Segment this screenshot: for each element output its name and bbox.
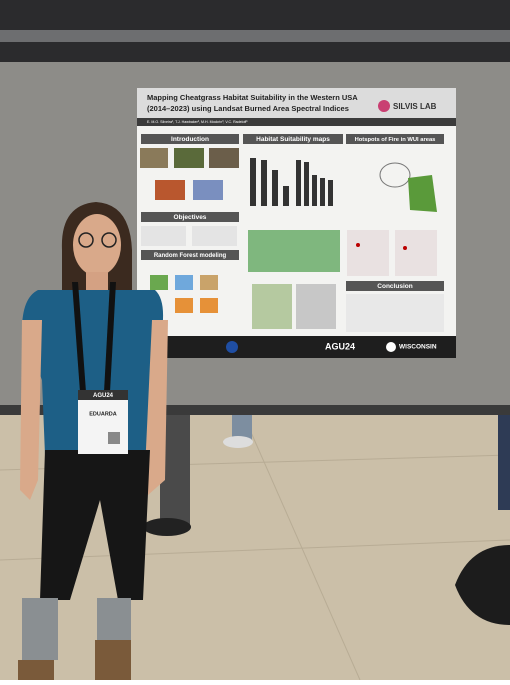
lanyard [72,282,86,392]
chart-bar [272,170,278,206]
rf-map [200,275,218,290]
poster-title: Mapping Cheatgrass Habitat Suitability i… [147,93,358,102]
bystander-shoe [223,436,253,448]
uw-logo [386,342,396,352]
section-header [243,134,343,144]
chart-bar [296,160,301,206]
badge-event: AGU24 [93,393,114,399]
floor-line [0,539,510,561]
bystander-shoe [143,518,191,536]
chart-bar [328,180,333,206]
rf-map [175,275,193,290]
objective-box [192,226,237,246]
boot [95,640,131,680]
neck [86,272,108,290]
board-base [0,405,510,415]
footer-university: WISCONSIN [399,344,437,351]
section-title: Hotspots of Fire in WUI areas [355,137,436,143]
section-header [141,212,239,222]
backpack [455,545,510,625]
badge-name: EDUARDA [89,411,117,417]
diagram-circle [379,162,411,188]
badge-qr [108,432,120,444]
poster-logo: SILVIS LAB [393,102,437,111]
section-title: Objectives [174,214,207,221]
rf-map [200,298,218,313]
floor-line [249,429,361,681]
section-title: Random Forest modeling [154,253,227,259]
lanyard [104,282,116,392]
leg-warmer [22,598,58,660]
arm [20,320,42,500]
pants [40,450,150,600]
section-header [346,281,444,291]
poster-footer [137,336,456,358]
logo-icon [378,100,390,112]
presence-map [252,284,292,329]
habitat-maps [248,230,340,272]
intro-photo [209,148,239,168]
intro-photo [155,180,185,200]
intro-photo [193,180,223,200]
glasses [101,232,117,248]
author-bar [137,118,456,126]
section-title: Introduction [171,136,209,143]
face [73,214,121,276]
intro-photo [140,148,168,168]
chart-bar [320,178,325,206]
hotspot-dot [403,246,407,250]
rf-map [150,275,168,290]
bar-group [250,158,333,206]
section-header [141,134,239,144]
intro-photo [174,148,204,168]
chart-bar [250,158,256,206]
chart-bar [283,186,289,206]
section-header [346,134,444,144]
boot [18,660,54,680]
hotspot-map [408,175,437,212]
chart-bar [261,160,267,206]
bystander-leg [498,415,510,510]
poster-title: (2014–2023) using Landsat Burned Area Sp… [147,104,349,113]
leg-warmer [97,598,131,646]
hotspot-map [347,230,389,276]
chart-bar [304,162,309,206]
poster-header [137,88,456,118]
chart-bar [312,175,317,206]
bystander-leg [232,415,252,440]
hotspot-dot [356,243,360,247]
rf-map [175,298,193,313]
ceiling-beam [0,30,510,42]
poster-authors: E. M.O. Silveira¹, T.J. Hawbaker², M.H. … [147,120,248,124]
section-title: Conclusion [377,283,412,290]
glasses [78,232,94,248]
hotspot-map [395,230,437,276]
footer-conference: AGU24 [325,341,355,351]
presence-map [296,284,336,329]
arm [145,320,168,495]
badge-band [78,390,128,400]
nasa-logo [226,341,238,353]
objective-box [141,226,186,246]
section-header [141,250,239,260]
section-title: Habitat Suitability maps [256,136,330,143]
conclusion-box [346,294,444,332]
